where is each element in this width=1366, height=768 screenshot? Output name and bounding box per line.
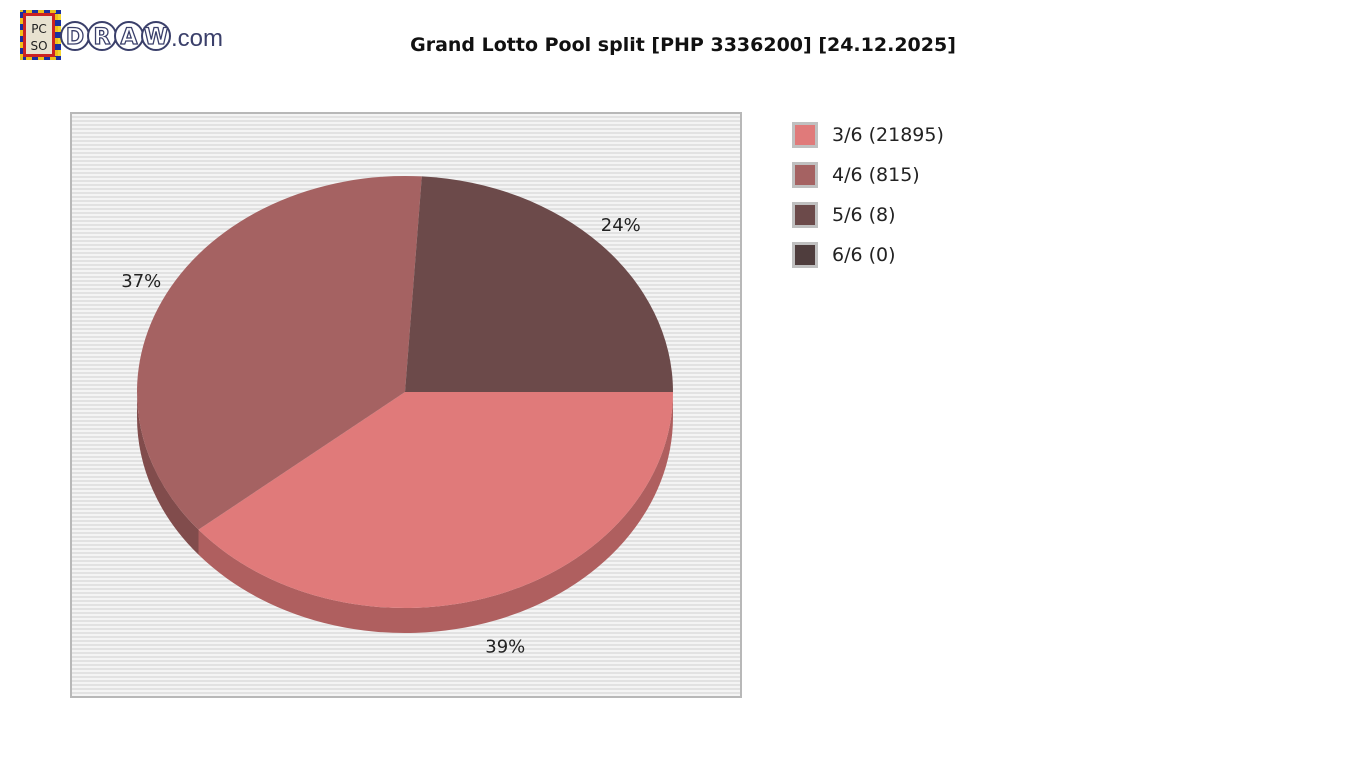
legend-item: 5/6 (8) xyxy=(792,202,944,242)
svg-text:PC: PC xyxy=(31,22,47,36)
pie-slice-5-6 xyxy=(405,176,673,392)
pie-slice-side-3-6 xyxy=(198,392,674,633)
svg-text:W: W xyxy=(144,25,168,50)
legend-label: 3/6 (21895) xyxy=(832,124,944,146)
legend-swatch xyxy=(792,162,818,188)
legend-swatch xyxy=(792,202,818,228)
pie-slice-3-6 xyxy=(198,392,674,608)
svg-text:SO: SO xyxy=(30,39,47,53)
svg-text:.com: .com xyxy=(171,25,223,52)
legend-swatch xyxy=(792,242,818,268)
pie-slice-4-6 xyxy=(136,175,422,530)
legend-item: 6/6 (0) xyxy=(792,242,944,282)
svg-text:A: A xyxy=(120,25,137,50)
legend-label: 4/6 (815) xyxy=(832,164,920,186)
legend-swatch xyxy=(792,122,818,148)
pie-label-5-6: 24% xyxy=(601,215,641,236)
svg-text:R: R xyxy=(94,25,111,50)
pie-label-4-6: 37% xyxy=(121,271,161,292)
pie-label-3-6: 39% xyxy=(485,637,525,658)
legend-label: 6/6 (0) xyxy=(832,244,896,266)
svg-text:D: D xyxy=(66,25,84,50)
legend-item: 4/6 (815) xyxy=(792,162,944,202)
legend-label: 5/6 (8) xyxy=(832,204,896,226)
pcso-draw-logo: PC SO D R A W .com xyxy=(20,10,223,60)
legend-item: 3/6 (21895) xyxy=(792,122,944,162)
legend: 3/6 (21895) 4/6 (815) 5/6 (8) 6/6 (0) xyxy=(792,122,944,282)
chart-title: Grand Lotto Pool split [PHP 3336200] [24… xyxy=(410,34,956,56)
pie-slice-side-4-6 xyxy=(137,392,199,555)
